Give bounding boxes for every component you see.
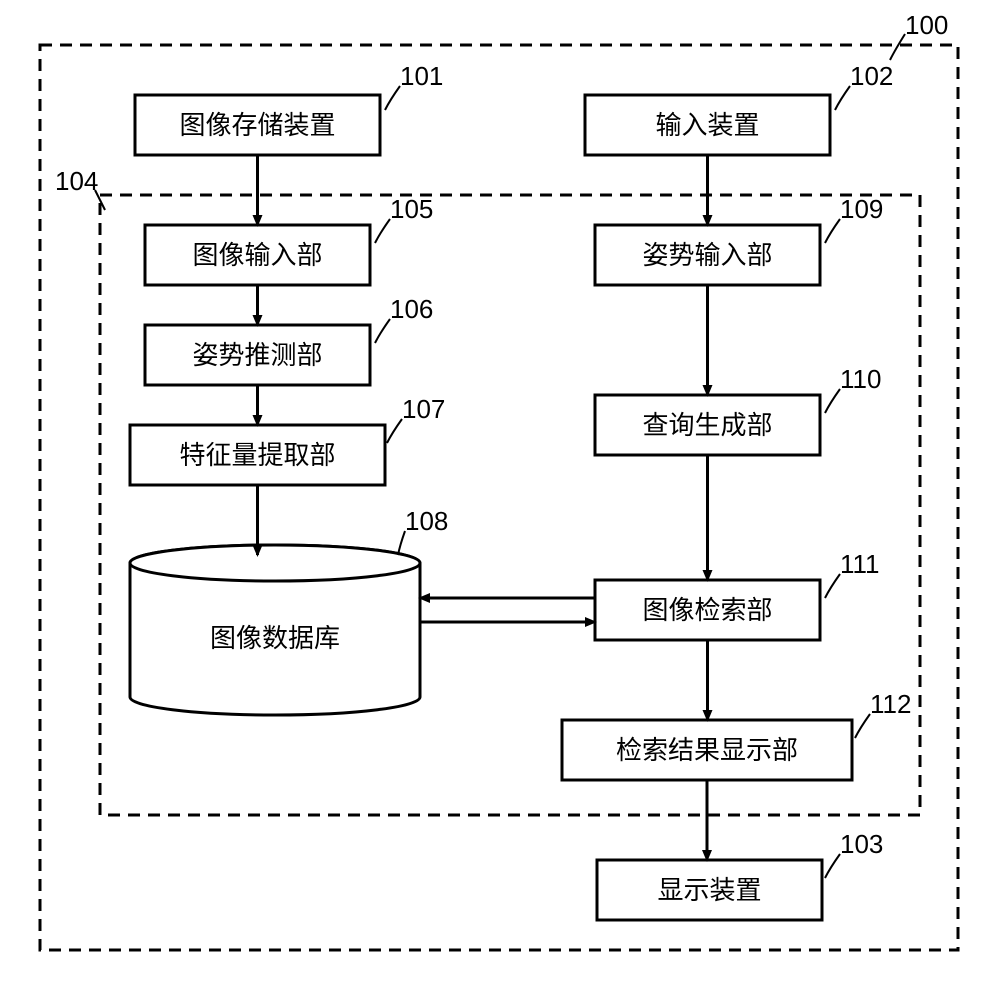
ref-label-107: 107 xyxy=(402,394,445,424)
ref-label-106: 106 xyxy=(390,294,433,324)
node-label-n112: 检索结果显示部 xyxy=(616,735,798,765)
ref-label-110: 110 xyxy=(840,364,881,394)
ref-label-111: 111 xyxy=(840,549,880,579)
leader-n108 xyxy=(398,531,405,555)
node-label-n103: 显示装置 xyxy=(657,875,761,905)
diagram-canvas: 100 104 图像存储装置 101 输入装置 102 图像输入部 105 姿势输入部 109 姿势… xyxy=(0,0,1000,984)
leader-n109 xyxy=(825,219,840,243)
ref-label-112: 112 xyxy=(870,689,911,719)
node-label-n106: 姿势推测部 xyxy=(192,340,322,370)
node-label-n110: 查询生成部 xyxy=(642,410,772,440)
ref-label-100: 100 xyxy=(905,10,948,40)
ref-label-101: 101 xyxy=(400,61,443,91)
node-label-n105: 图像输入部 xyxy=(192,240,322,270)
ref-label-103: 103 xyxy=(840,829,883,859)
node-label-n101: 图像存储装置 xyxy=(179,110,335,140)
node-label-n109: 姿势输入部 xyxy=(642,240,772,270)
leader-n102 xyxy=(835,86,850,110)
leader-n105 xyxy=(375,219,390,243)
leader-n103 xyxy=(825,854,840,878)
ref-label-104: 104 xyxy=(55,166,98,196)
ref-label-108: 108 xyxy=(405,506,448,536)
ref-label-105: 105 xyxy=(390,194,433,224)
leader-n110 xyxy=(825,389,840,413)
ref-label-109: 109 xyxy=(840,194,883,224)
leader-n107 xyxy=(387,419,402,443)
leader-n106 xyxy=(375,319,390,343)
ref-label-102: 102 xyxy=(850,61,893,91)
node-label-n107: 特征量提取部 xyxy=(179,440,335,470)
node-label-n108: 图像数据库 xyxy=(210,623,340,653)
node-label-n111: 图像检索部 xyxy=(642,595,772,625)
leader-n112 xyxy=(855,714,870,738)
leader-outer_frame xyxy=(890,34,905,60)
node-n108-top xyxy=(130,545,420,581)
leader-n111 xyxy=(825,574,840,598)
node-label-n102: 输入装置 xyxy=(655,110,759,140)
leader-n101 xyxy=(385,86,400,110)
